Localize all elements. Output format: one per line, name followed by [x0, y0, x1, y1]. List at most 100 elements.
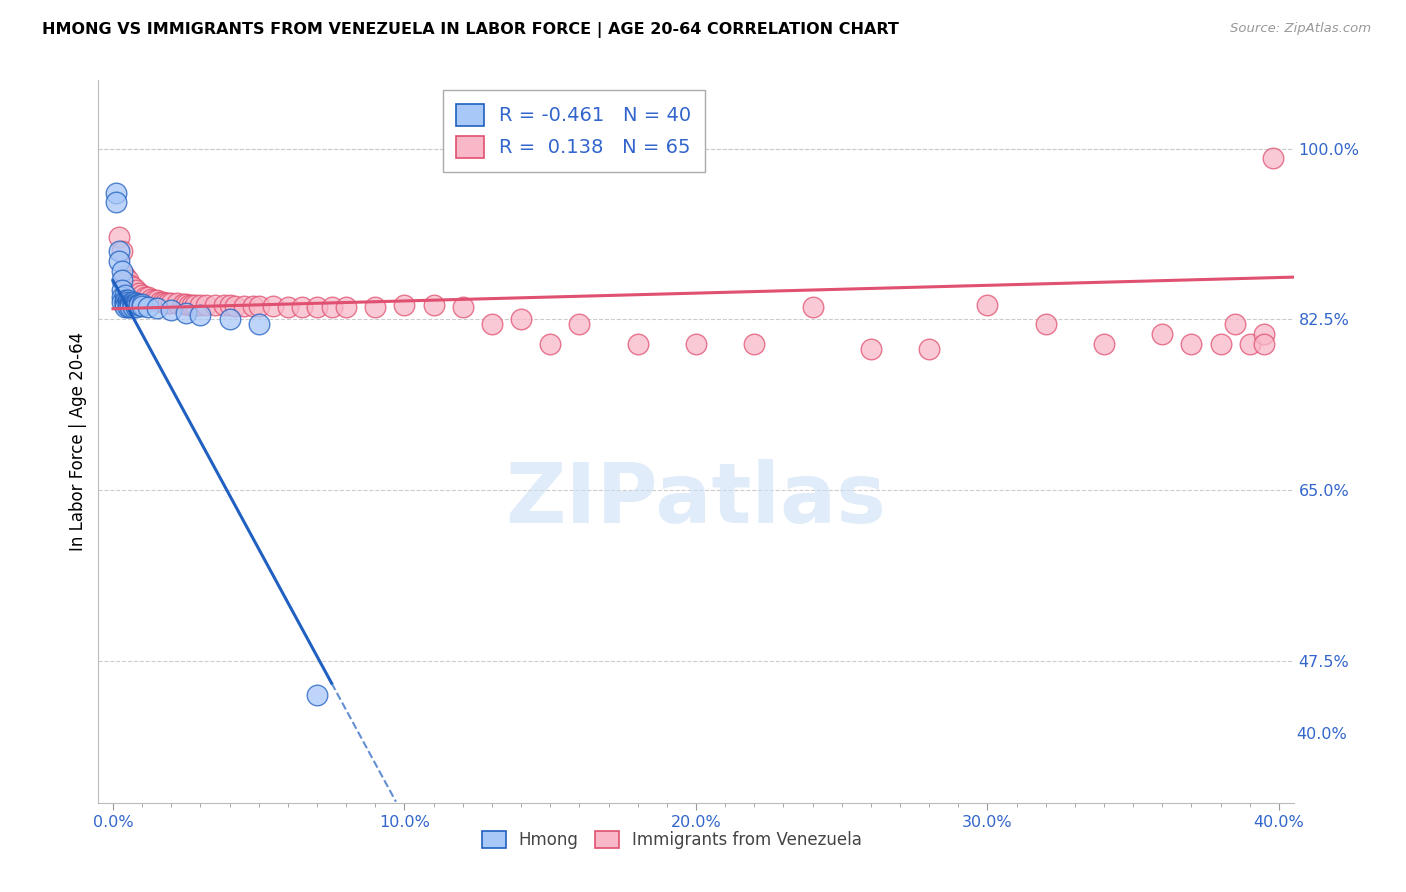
Point: [218, 298, 240, 312]
Point: [131, 299, 153, 313]
Point: [976, 298, 998, 312]
Point: [111, 290, 134, 304]
Point: [114, 300, 136, 314]
Point: [120, 300, 142, 314]
Point: [160, 296, 183, 310]
Point: [859, 342, 882, 356]
Point: [1253, 337, 1275, 351]
Point: [108, 244, 131, 259]
Point: [122, 298, 145, 312]
Point: [568, 318, 591, 332]
Y-axis label: In Labor Force | Age 20-64: In Labor Force | Age 20-64: [69, 332, 87, 551]
Point: [233, 299, 256, 313]
Point: [125, 298, 148, 312]
Point: [114, 298, 136, 312]
Point: [120, 278, 142, 293]
Point: [742, 337, 765, 351]
Point: [117, 300, 139, 314]
Point: [247, 318, 270, 332]
Point: [166, 296, 188, 310]
Point: [145, 301, 167, 315]
Point: [111, 263, 134, 277]
Point: [538, 337, 561, 351]
Point: [177, 298, 200, 312]
Point: [122, 280, 145, 294]
Point: [155, 296, 177, 310]
Point: [149, 294, 172, 309]
Point: [136, 300, 159, 314]
Text: Source: ZipAtlas.com: Source: ZipAtlas.com: [1230, 22, 1371, 36]
Point: [125, 296, 148, 310]
Point: [174, 306, 197, 320]
Point: [108, 229, 131, 244]
Point: [136, 290, 159, 304]
Point: [122, 297, 145, 311]
Point: [422, 298, 444, 312]
Point: [111, 273, 134, 287]
Point: [183, 298, 205, 312]
Point: [195, 298, 218, 312]
Point: [180, 298, 202, 312]
Point: [1209, 337, 1232, 351]
Point: [120, 298, 142, 312]
Point: [145, 293, 167, 307]
Point: [128, 297, 150, 311]
Text: HMONG VS IMMIGRANTS FROM VENEZUELA IN LABOR FORCE | AGE 20-64 CORRELATION CHART: HMONG VS IMMIGRANTS FROM VENEZUELA IN LA…: [42, 22, 898, 38]
Point: [204, 298, 226, 312]
Point: [104, 186, 127, 200]
Point: [1092, 337, 1115, 351]
Point: [134, 290, 156, 304]
Point: [142, 293, 165, 307]
Point: [111, 244, 134, 259]
Point: [114, 293, 136, 307]
Point: [122, 300, 145, 314]
Point: [685, 337, 707, 351]
Point: [1253, 327, 1275, 342]
Point: [212, 298, 235, 312]
Text: 40.0%: 40.0%: [1296, 727, 1347, 742]
Point: [117, 293, 139, 307]
Point: [335, 300, 357, 314]
Point: [139, 292, 162, 306]
Point: [394, 298, 416, 312]
Point: [117, 294, 139, 309]
Point: [172, 297, 194, 311]
Text: ZIPatlas: ZIPatlas: [506, 458, 886, 540]
Point: [152, 294, 174, 309]
Point: [160, 302, 183, 317]
Point: [174, 297, 197, 311]
Point: [247, 299, 270, 313]
Point: [321, 300, 343, 314]
Point: [242, 299, 264, 313]
Point: [128, 286, 150, 301]
Point: [291, 300, 314, 314]
Point: [262, 299, 284, 313]
Point: [1239, 337, 1261, 351]
Legend: Hmong, Immigrants from Venezuela: Hmong, Immigrants from Venezuela: [475, 824, 869, 856]
Point: [801, 300, 824, 314]
Point: [114, 294, 136, 309]
Point: [1035, 318, 1057, 332]
Point: [108, 254, 131, 268]
Point: [218, 312, 240, 326]
Point: [157, 296, 180, 310]
Point: [481, 318, 503, 332]
Point: [1180, 337, 1202, 351]
Point: [277, 300, 299, 314]
Point: [305, 300, 328, 314]
Point: [125, 283, 148, 297]
Point: [224, 299, 246, 313]
Point: [111, 283, 134, 297]
Point: [114, 288, 136, 302]
Point: [114, 268, 136, 283]
Point: [104, 195, 127, 210]
Point: [117, 298, 139, 312]
Point: [510, 312, 533, 326]
Point: [918, 342, 941, 356]
Point: [190, 298, 212, 312]
Point: [190, 308, 212, 322]
Point: [131, 297, 153, 311]
Point: [305, 689, 328, 703]
Point: [1225, 318, 1247, 332]
Point: [111, 294, 134, 309]
